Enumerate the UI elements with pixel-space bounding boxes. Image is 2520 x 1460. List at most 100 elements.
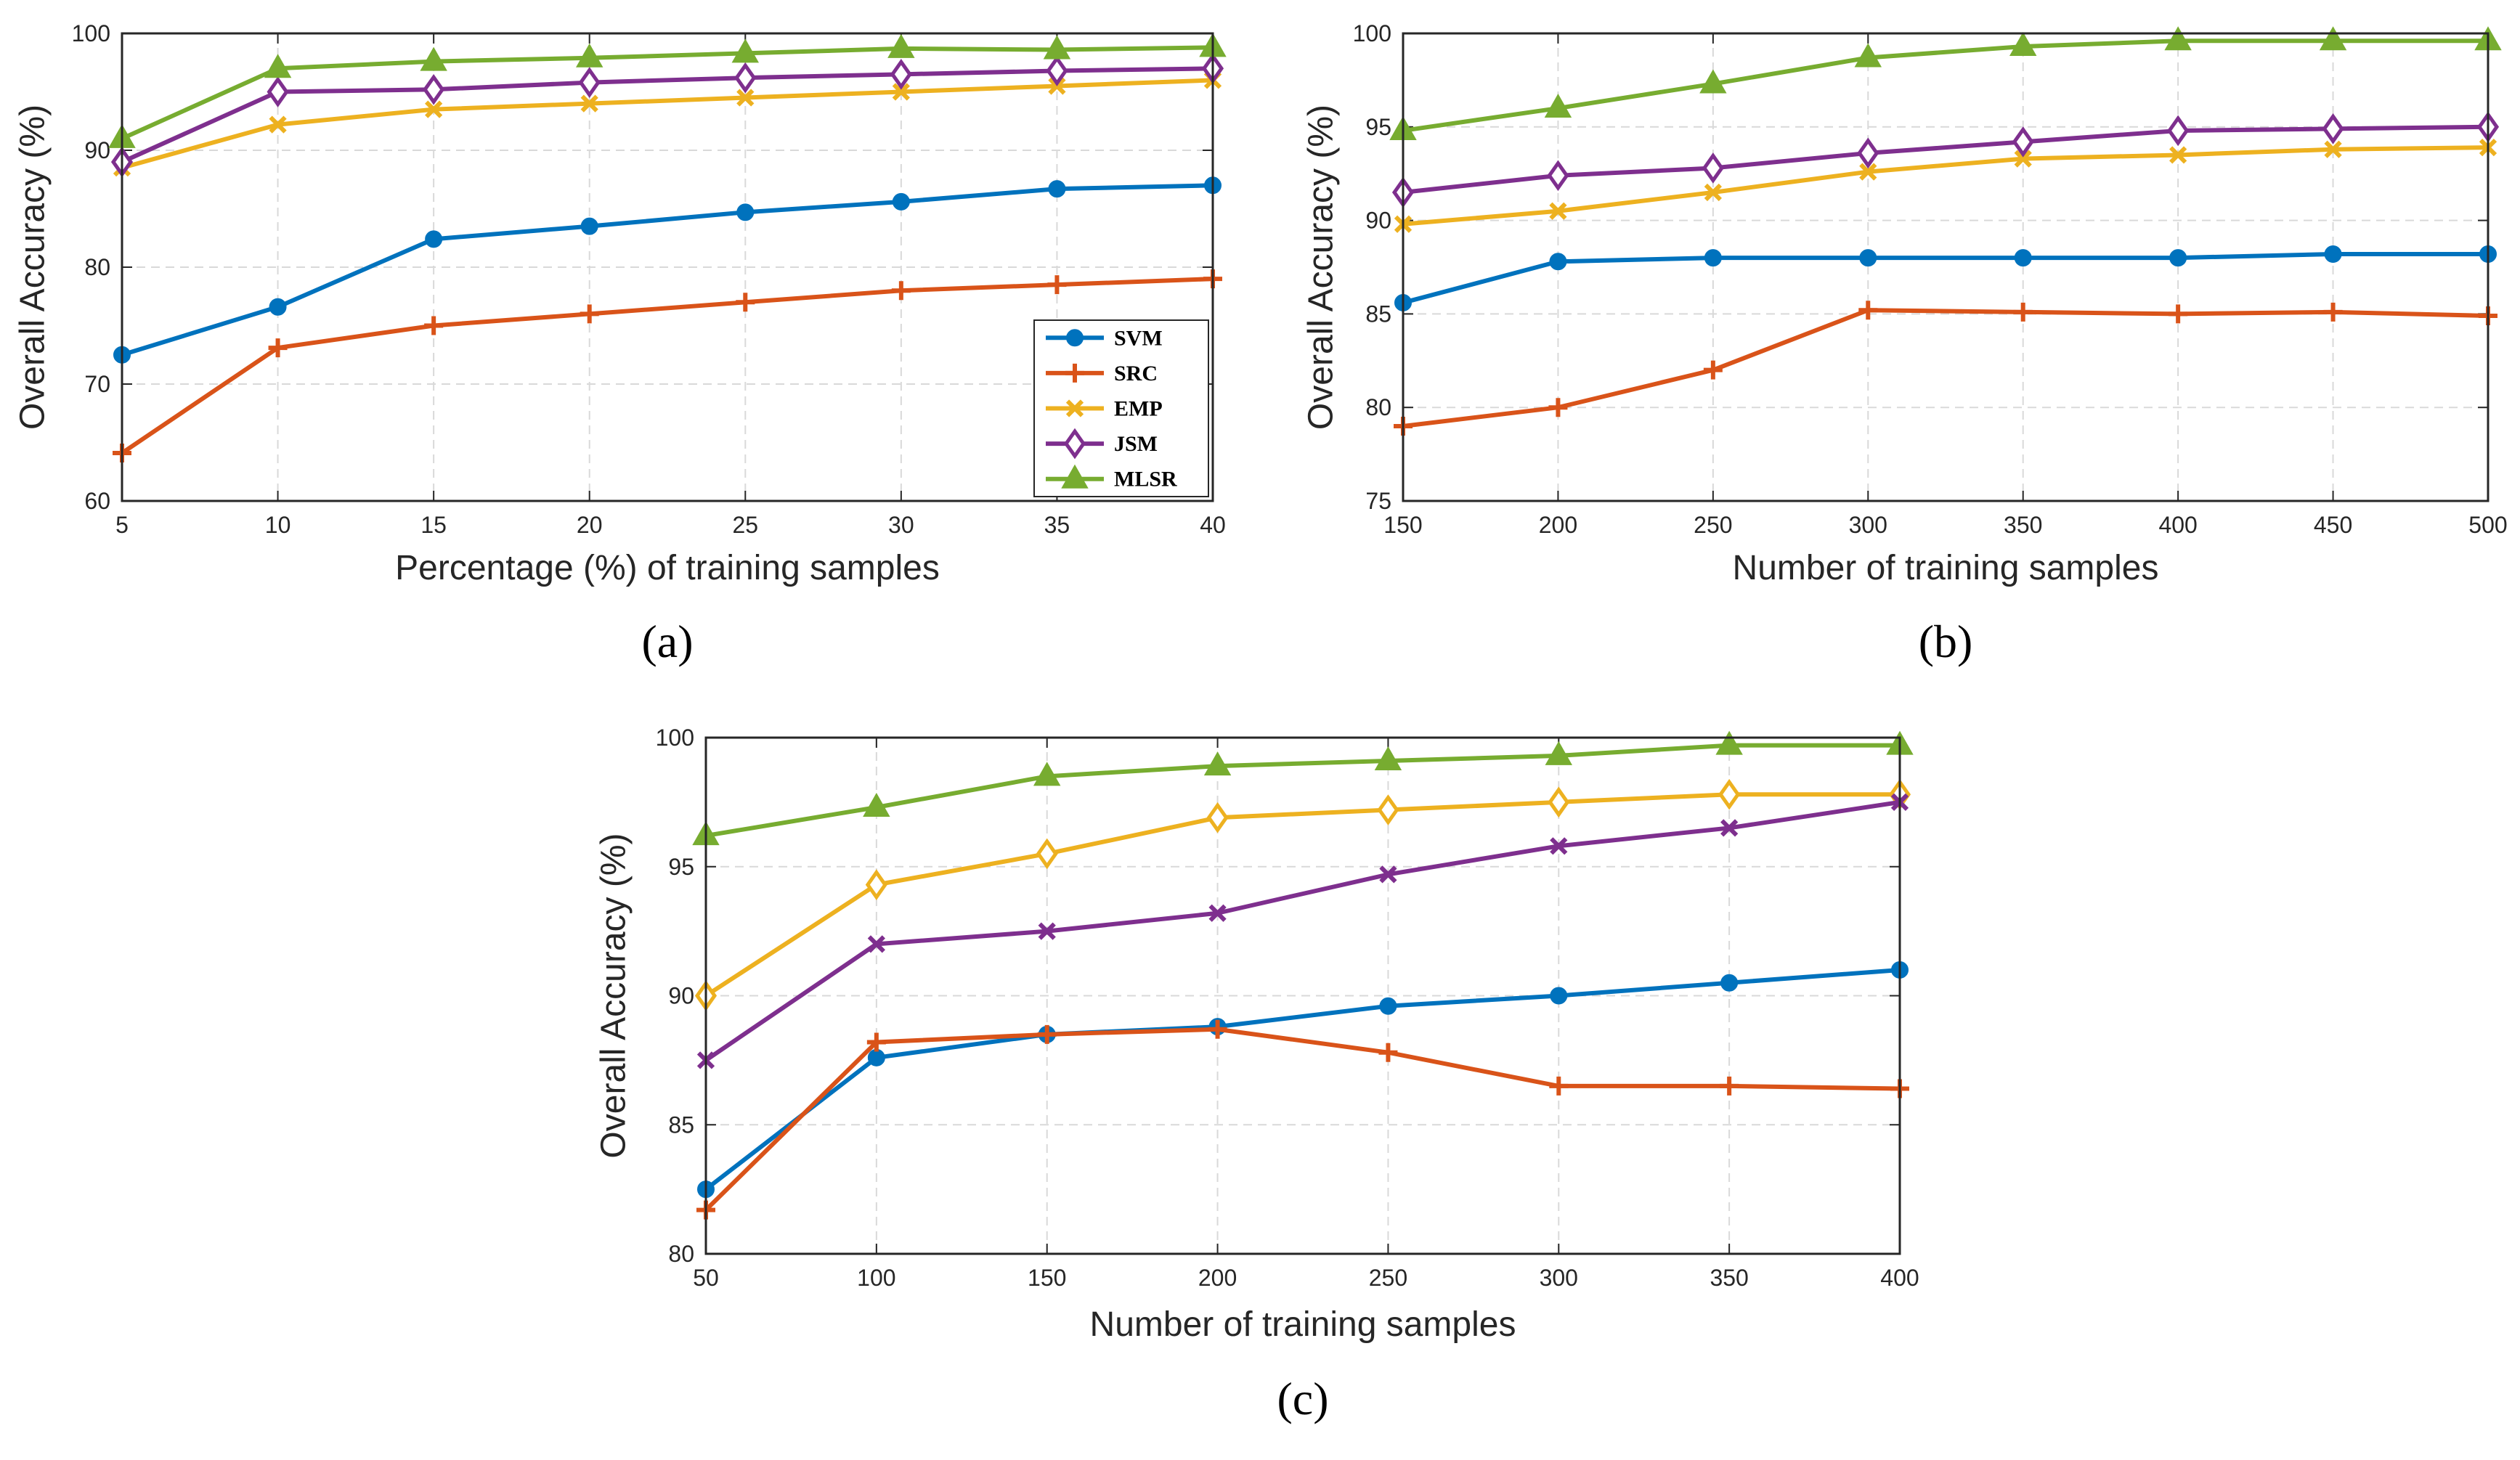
series-line-src <box>704 1027 1901 1212</box>
panel-caption: (c) <box>1277 1373 1328 1424</box>
data-point-mlsr <box>1043 35 1071 60</box>
data-point-svm <box>1704 249 1722 267</box>
data-point-jsm <box>1046 55 1068 86</box>
data-point-mlsr <box>863 792 890 817</box>
data-point-svm <box>580 217 598 235</box>
data-point-src <box>1037 1024 1057 1044</box>
grid <box>706 738 1900 1254</box>
legend-label: SVM <box>1114 326 1163 350</box>
series-line-mlsr <box>121 45 1214 141</box>
data-point-src <box>2169 304 2188 324</box>
series-line-emp <box>704 792 1900 998</box>
data-point-svm <box>2324 245 2342 263</box>
x-tick-label: 300 <box>1540 1265 1578 1291</box>
data-point-mlsr <box>2009 32 2037 57</box>
data-point-svm <box>2169 249 2187 267</box>
legend: SVM SRC EMP JSM MLSR <box>1033 319 1209 497</box>
data-point-mlsr <box>1699 69 1727 94</box>
data-point-mlsr <box>264 54 292 78</box>
data-point-mlsr <box>1854 43 1882 68</box>
y-tick-label: 75 <box>1365 488 1391 514</box>
series-line-jsm <box>704 799 1901 1062</box>
x-tick-label: 200 <box>1539 512 1577 538</box>
data-point-svm <box>736 203 755 221</box>
data-point-src <box>1548 398 1568 417</box>
data-point-jsm <box>1702 152 1724 184</box>
y-tick-label: 60 <box>84 488 110 514</box>
x-tick-label: 20 <box>577 512 603 538</box>
data-point-emp <box>2324 140 2342 158</box>
data-point-svm <box>1859 249 1877 267</box>
x-tick-label: 5 <box>115 512 129 538</box>
x-tick-label: 35 <box>1044 512 1070 538</box>
data-point-src <box>2323 302 2343 322</box>
data-point-jsm <box>1550 837 1568 855</box>
y-tick-label: 85 <box>1365 301 1391 327</box>
data-point-src <box>1703 360 1723 380</box>
series-mlsr <box>1389 26 2502 140</box>
x-tick-label: 40 <box>1200 512 1226 538</box>
data-point-emp <box>580 94 598 113</box>
data-point-src <box>736 293 755 312</box>
legend-marker <box>1065 399 1084 417</box>
data-point-mlsr <box>731 38 760 63</box>
x-tick-label: 350 <box>1710 1265 1748 1291</box>
data-point-src <box>1720 1076 1739 1096</box>
y-tick-label: 90 <box>668 983 694 1009</box>
data-point-svm <box>425 230 443 248</box>
chart-panel-b: 150 200 250 300 350 400 450 500 75 80 85 90 95 100 Num… <box>1302 20 2508 667</box>
series-line-mlsr <box>1402 38 2488 133</box>
data-point-jsm <box>267 76 289 107</box>
series-mlsr <box>692 730 1914 846</box>
data-point-svm <box>2014 249 2032 267</box>
data-point-jsm <box>1547 160 1569 192</box>
data-point-src <box>866 1032 886 1052</box>
x-tick-label: 400 <box>1880 1265 1919 1291</box>
data-point-emp <box>1704 183 1722 202</box>
legend-marker <box>1065 363 1084 383</box>
data-point-mlsr <box>2319 26 2347 51</box>
x-tick-label: 100 <box>857 1265 895 1291</box>
data-point-jsm <box>2012 126 2034 158</box>
legend-label: MLSR <box>1114 468 1177 492</box>
legend-label: SRC <box>1114 362 1158 386</box>
y-tick-label: 100 <box>72 20 110 46</box>
y-tick-label: 100 <box>656 725 694 751</box>
chart-panel-c: 50 100 150 200 250 300 350 400 80 85 90 95 100 Number… <box>595 725 1919 1424</box>
data-point-emp <box>1036 838 1058 870</box>
y-axis-label: Overall Accuracy (%) <box>14 105 52 430</box>
data-point-jsm <box>423 73 445 105</box>
data-point-emp <box>865 869 887 900</box>
data-point-mlsr <box>420 46 447 71</box>
data-point-src <box>1858 301 1878 320</box>
x-tick-label: 350 <box>2004 512 2042 538</box>
data-point-svm <box>1549 253 1567 271</box>
data-point-mlsr <box>2164 26 2192 51</box>
y-axis-label: Overall Accuracy (%) <box>1302 105 1341 430</box>
data-point-svm <box>892 192 910 211</box>
data-point-emp <box>736 89 755 107</box>
data-point-mlsr <box>1715 730 1743 755</box>
data-point-src <box>891 281 911 301</box>
data-point-emp <box>1549 202 1567 220</box>
data-point-jsm <box>578 67 601 98</box>
series-line-svm <box>121 183 1214 357</box>
legend-marker <box>1063 428 1086 460</box>
data-point-emp <box>892 83 910 101</box>
axes-box <box>704 736 1901 1255</box>
series-line-emp <box>121 78 1214 171</box>
x-axis-label: Percentage (%) of training samples <box>395 549 940 587</box>
data-point-src <box>1047 275 1067 295</box>
y-tick-label: 80 <box>1365 394 1391 420</box>
x-tick-label: 200 <box>1198 1265 1237 1291</box>
series-line-jsm <box>1402 124 2489 195</box>
legend-item-emp: EMP <box>1046 397 1163 421</box>
data-point-src <box>1208 1019 1227 1039</box>
legend-item-jsm: JSM <box>1046 428 1158 460</box>
data-point-emp <box>1859 163 1877 181</box>
x-axis-label: Number of training samples <box>1090 1305 1516 1344</box>
data-point-src <box>2013 302 2033 322</box>
data-point-svm <box>1720 974 1739 992</box>
data-point-mlsr <box>1033 762 1061 786</box>
y-tick-label: 80 <box>84 254 110 280</box>
